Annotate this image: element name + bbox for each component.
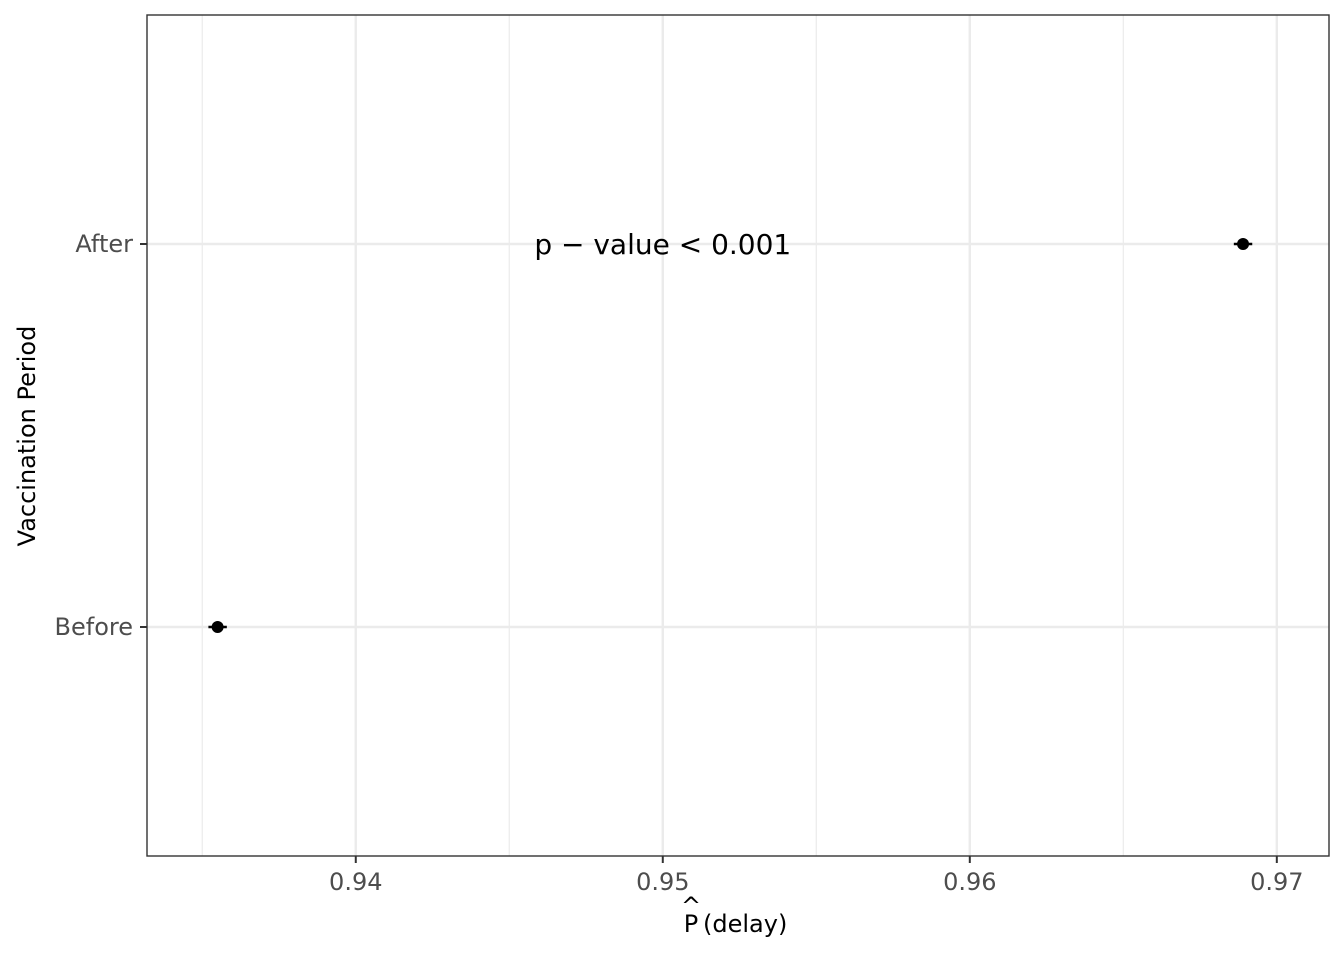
p-value-annotation: p − value < 0.001	[534, 228, 791, 261]
data-marks	[208, 238, 1253, 633]
x-tick-label: 0.95	[636, 868, 689, 896]
x-axis-title-symbol: P	[684, 910, 698, 938]
y-axis-title: Vaccination Period	[13, 326, 41, 547]
x-axis-title-hat: ^	[681, 892, 701, 920]
x-axis-title-text: (delay)	[703, 910, 787, 938]
x-tick-label: 0.97	[1250, 868, 1303, 896]
y-tick-label-before: Before	[55, 613, 133, 641]
panel-border	[146, 14, 1330, 857]
axes: 0.94 0.95 0.96 0.97 Before After	[55, 230, 1304, 896]
data-point-before	[211, 621, 224, 633]
y-tick-label-after: After	[75, 230, 133, 258]
data-point-after	[1237, 238, 1250, 250]
x-tick-label: 0.94	[329, 868, 382, 896]
grid-lines	[147, 15, 1329, 856]
x-axis-title: ^ P (delay)	[681, 892, 787, 938]
x-tick-label: 0.96	[943, 868, 996, 896]
